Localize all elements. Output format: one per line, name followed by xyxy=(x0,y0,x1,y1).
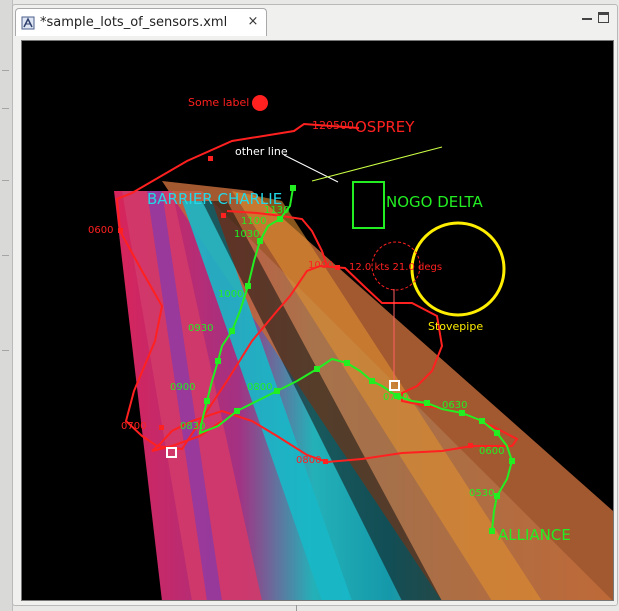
green-time-label: 0900 xyxy=(170,382,195,393)
maximize-icon[interactable] xyxy=(598,12,609,23)
red-time-label: 1000 xyxy=(308,260,333,271)
barrier-charlie-label: BARRIER CHARLIE xyxy=(147,190,282,208)
some-label-text: Some label xyxy=(188,96,249,109)
strip-divider xyxy=(2,255,9,256)
nogo-delta-zone[interactable] xyxy=(353,182,384,228)
green-time-label: 1100 xyxy=(241,216,266,227)
strip-divider xyxy=(2,70,9,71)
stovepipe-label: Stovepipe xyxy=(428,320,483,333)
bottom-resize-grip[interactable] xyxy=(296,605,297,611)
green-time-label: 1030 xyxy=(234,229,259,240)
editor-tab-title: *sample_lots_of_sensors.xml xyxy=(40,15,227,30)
plot-canvas[interactable]: Some label 120500 OSPREY other line BARR… xyxy=(21,40,614,601)
green-time-label: 0530 xyxy=(469,488,494,499)
minimize-icon[interactable] xyxy=(581,13,593,25)
other-line-label: other line xyxy=(235,145,288,158)
strip-divider xyxy=(2,180,9,181)
green-time-label: 0700 xyxy=(383,392,408,403)
red-time-label: 0700 xyxy=(121,421,146,432)
nogo-delta-label: NOGO DELTA xyxy=(386,193,484,211)
green-time-label: 0600 xyxy=(479,446,504,457)
some-label-marker[interactable] xyxy=(252,95,268,111)
green-time-label: 0630 xyxy=(442,400,467,411)
green-time-label: 1130 xyxy=(264,205,289,216)
osprey-time-label: 120500 xyxy=(312,119,354,132)
red-time-label: 0600 xyxy=(88,225,113,236)
green-time-label: 1000 xyxy=(218,289,243,300)
strip-divider xyxy=(2,108,9,109)
red-time-label: 0800 xyxy=(296,455,321,466)
green-time-label: 0800 xyxy=(247,382,272,393)
tactical-plot[interactable]: Some label 120500 OSPREY other line BARR… xyxy=(22,41,613,600)
other-line xyxy=(284,147,442,182)
editor-pane: *sample_lots_of_sensors.xml × xyxy=(12,4,618,606)
green-time-label: 0830 xyxy=(180,421,205,432)
osprey-label: OSPREY xyxy=(355,118,415,136)
plot-editor-icon xyxy=(21,15,37,31)
strip-divider xyxy=(2,350,9,351)
close-tab-icon[interactable]: × xyxy=(245,14,261,30)
green-time-label: 0930 xyxy=(188,323,213,334)
solution-label: 12.0 kts 21.0 degs xyxy=(349,262,442,273)
alliance-label: ALLIANCE xyxy=(498,526,571,544)
editor-tab[interactable]: *sample_lots_of_sensors.xml × xyxy=(15,8,267,36)
